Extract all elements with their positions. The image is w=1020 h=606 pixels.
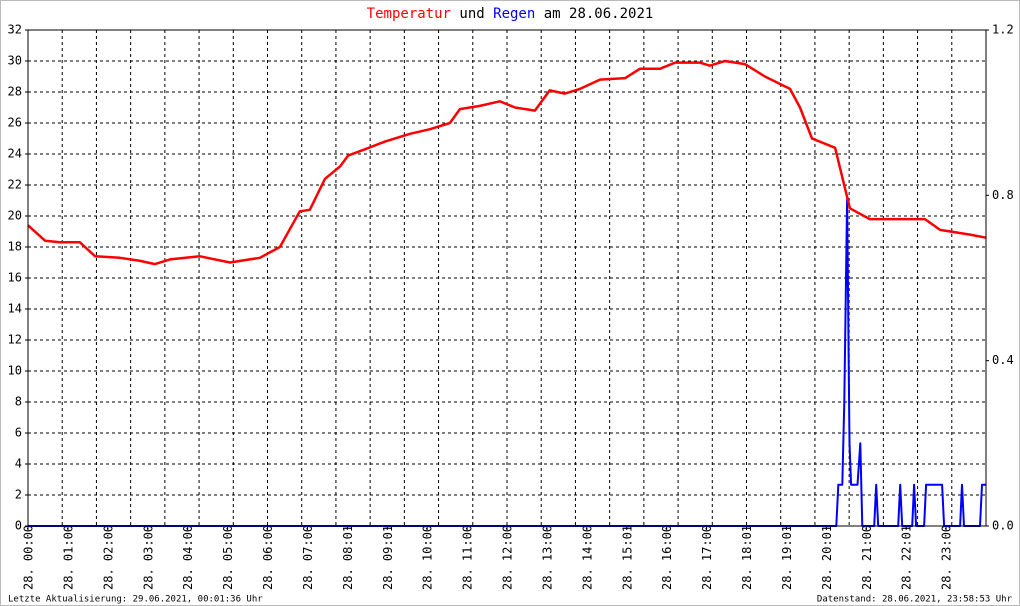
- x-tick-label: 28. 14:00: [580, 525, 594, 590]
- x-tick-label: 28. 22:01: [900, 525, 914, 590]
- footer-right: Datenstand: 28.06.2021, 23:58:53 Uhr: [817, 595, 1013, 605]
- y-tick-label: 22: [8, 178, 22, 192]
- y-tick-label: 26: [8, 116, 22, 130]
- title-part: Regen: [493, 6, 535, 22]
- x-tick-label: 28. 11:00: [461, 525, 475, 590]
- x-tick-label: 28. 03:00: [141, 525, 155, 590]
- x-tick-label: 28. 04:00: [181, 525, 195, 590]
- y-tick-label: 12: [8, 333, 22, 347]
- x-tick-label: 28. 02:00: [101, 525, 115, 590]
- x-tick-label: 28. 19:01: [780, 525, 794, 590]
- y-tick-label: 18: [8, 240, 22, 254]
- x-tick-label: 28. 07:00: [301, 525, 315, 590]
- x-tick-label: 28. 13:00: [540, 525, 554, 590]
- title-part: und: [459, 6, 484, 22]
- y-tick-label: 24: [8, 147, 22, 161]
- x-tick-label: 28. 15:01: [620, 525, 634, 590]
- y2-tick-label: 1.2: [992, 23, 1014, 37]
- x-tick-label: 28. 06:00: [261, 525, 275, 590]
- y-tick-label: 30: [8, 54, 22, 68]
- y-tick-label: 0: [15, 519, 22, 533]
- title-part: am 28.06.2021: [544, 6, 654, 22]
- y-tick-label: 4: [15, 457, 22, 471]
- x-tick-label: 28. 23:00: [940, 525, 954, 590]
- y-tick-label: 28: [8, 85, 22, 99]
- x-tick-label: 28. 10:00: [421, 525, 435, 590]
- x-tick-label: 28. 21:00: [860, 525, 874, 590]
- y-tick-label: 20: [8, 209, 22, 223]
- x-tick-label: 28. 18:01: [740, 525, 754, 590]
- x-tick-label: 28. 08:01: [341, 525, 355, 590]
- y2-tick-label: 0.0: [992, 519, 1014, 533]
- y-tick-label: 10: [8, 364, 22, 378]
- x-tick-label: 28. 20:01: [820, 525, 834, 590]
- y2-tick-label: 0.4: [992, 353, 1014, 367]
- x-tick-label: 28. 09:01: [381, 525, 395, 590]
- plot-frame: [27, 29, 987, 527]
- x-tick-label: 28. 01:00: [61, 525, 75, 590]
- chart-title: Temperatur und Regen am 28.06.2021: [367, 6, 654, 22]
- x-tick-label: 28. 05:00: [221, 525, 235, 590]
- series-line: [27, 59, 987, 266]
- y-tick-label: 2: [15, 488, 22, 502]
- x-tick-label: 28. 17:00: [700, 525, 714, 590]
- x-tick-label: 28. 12:00: [501, 525, 515, 590]
- title-part: Temperatur: [367, 6, 451, 22]
- y-tick-label: 14: [8, 302, 22, 316]
- x-tick-label: 28. 00:00: [22, 525, 36, 590]
- y-tick-label: 6: [15, 426, 22, 440]
- footer-left: Letzte Aktualisierung: 29.06.2021, 00:01…: [8, 595, 263, 605]
- x-tick-label: 28. 16:00: [660, 525, 674, 590]
- y2-tick-label: 0.8: [992, 188, 1014, 202]
- y-tick-label: 16: [8, 271, 22, 285]
- y-tick-label: 32: [8, 23, 22, 37]
- y-tick-label: 8: [15, 395, 22, 409]
